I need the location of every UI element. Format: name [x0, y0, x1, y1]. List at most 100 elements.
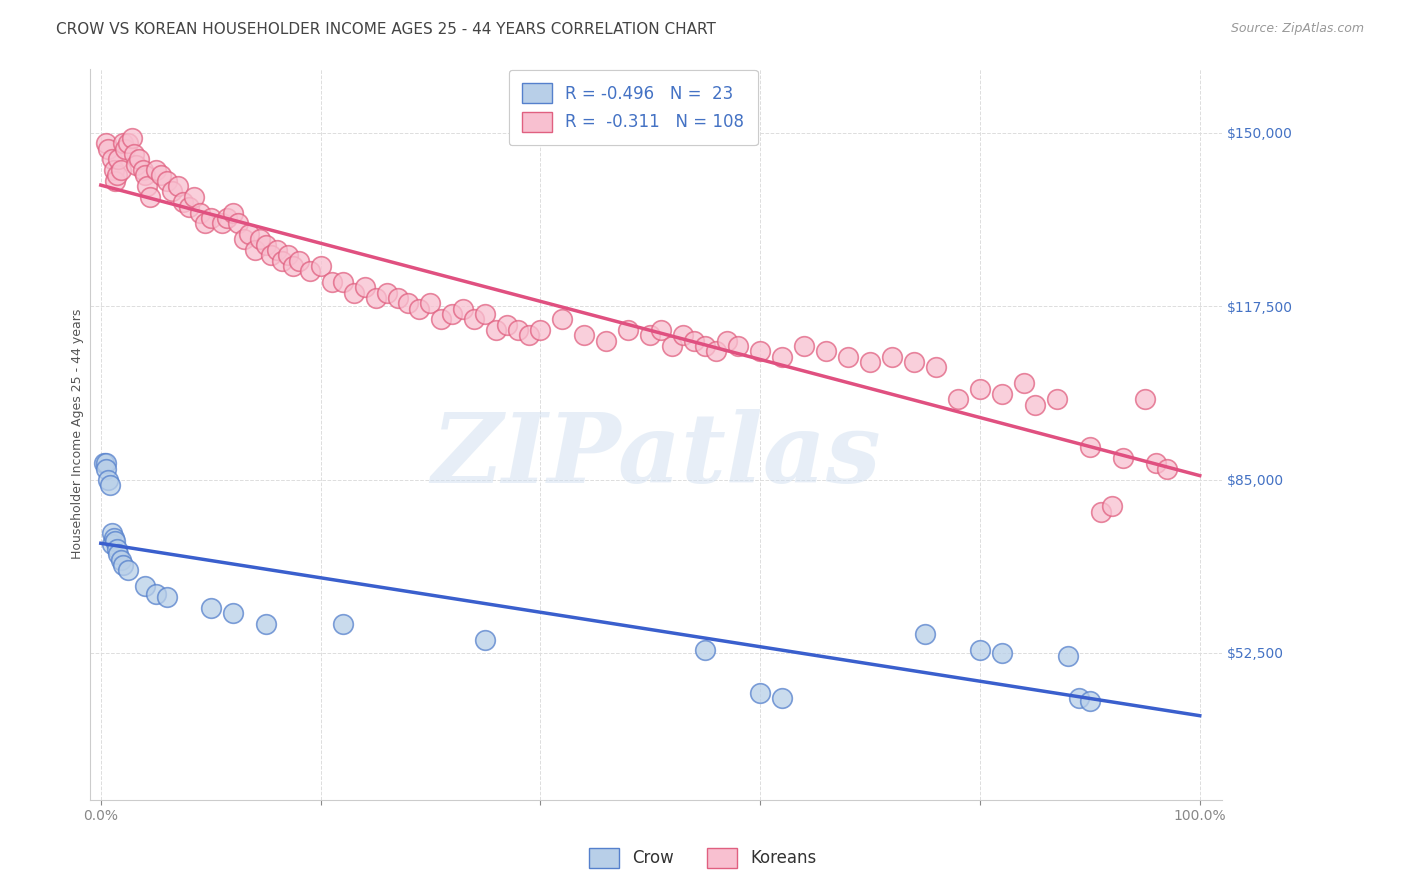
Point	[1090, 504, 1112, 518]
Point	[364, 291, 387, 305]
Point	[519, 328, 541, 343]
Point	[837, 350, 859, 364]
Point	[97, 142, 120, 156]
Point	[194, 216, 217, 230]
Point	[991, 387, 1014, 401]
Point	[217, 211, 239, 225]
Point	[991, 646, 1014, 660]
Point	[110, 552, 132, 566]
Point	[815, 344, 838, 359]
Point	[249, 232, 271, 246]
Point	[145, 587, 167, 601]
Point	[398, 296, 420, 310]
Point	[309, 259, 332, 273]
Point	[98, 478, 121, 492]
Point	[200, 211, 222, 225]
Point	[1112, 451, 1135, 466]
Point	[1144, 457, 1167, 471]
Point	[254, 616, 277, 631]
Point	[271, 253, 294, 268]
Point	[430, 312, 453, 326]
Point	[136, 178, 159, 193]
Point	[661, 339, 683, 353]
Point	[150, 168, 173, 182]
Point	[903, 355, 925, 369]
Point	[408, 301, 430, 316]
Point	[704, 344, 727, 359]
Point	[100, 153, 122, 167]
Point	[121, 131, 143, 145]
Text: CROW VS KOREAN HOUSEHOLDER INCOME AGES 25 - 44 YEARS CORRELATION CHART: CROW VS KOREAN HOUSEHOLDER INCOME AGES 2…	[56, 22, 716, 37]
Point	[1078, 441, 1101, 455]
Point	[749, 344, 772, 359]
Point	[770, 691, 793, 706]
Point	[232, 232, 254, 246]
Point	[298, 264, 321, 278]
Point	[104, 173, 127, 187]
Point	[793, 339, 815, 353]
Point	[529, 323, 551, 337]
Point	[211, 216, 233, 230]
Point	[1046, 392, 1069, 407]
Point	[125, 158, 148, 172]
Point	[177, 200, 200, 214]
Point	[243, 243, 266, 257]
Point	[145, 163, 167, 178]
Point	[107, 153, 129, 167]
Point	[111, 136, 134, 151]
Point	[166, 178, 188, 193]
Point	[266, 243, 288, 257]
Point	[200, 600, 222, 615]
Point	[638, 328, 661, 343]
Point	[695, 643, 717, 657]
Point	[156, 590, 179, 604]
Point	[105, 541, 128, 556]
Point	[277, 248, 299, 262]
Point	[260, 248, 283, 262]
Point	[103, 163, 125, 178]
Point	[342, 285, 364, 300]
Point	[387, 291, 409, 305]
Point	[226, 216, 249, 230]
Point	[117, 136, 139, 151]
Point	[353, 280, 375, 294]
Legend: Crow, Koreans: Crow, Koreans	[582, 841, 824, 875]
Point	[1156, 462, 1178, 476]
Point	[551, 312, 574, 326]
Point	[453, 301, 475, 316]
Point	[97, 473, 120, 487]
Point	[122, 147, 145, 161]
Point	[134, 579, 156, 593]
Point	[1101, 499, 1123, 513]
Point	[287, 253, 309, 268]
Point	[96, 136, 118, 151]
Point	[321, 275, 343, 289]
Point	[156, 173, 179, 187]
Point	[114, 142, 136, 156]
Point	[100, 536, 122, 550]
Point	[880, 350, 903, 364]
Point	[496, 318, 519, 332]
Point	[749, 686, 772, 700]
Point	[221, 205, 243, 219]
Point	[1078, 694, 1101, 708]
Text: ZIPatlas: ZIPatlas	[432, 409, 880, 503]
Point	[254, 237, 277, 252]
Legend: R = -0.496   N =  23, R =  -0.311   N = 108: R = -0.496 N = 23, R = -0.311 N = 108	[509, 70, 758, 145]
Point	[96, 462, 118, 476]
Point	[221, 606, 243, 620]
Point	[1024, 398, 1046, 412]
Text: Source: ZipAtlas.com: Source: ZipAtlas.com	[1230, 22, 1364, 36]
Point	[485, 323, 508, 337]
Point	[105, 168, 128, 182]
Point	[1133, 392, 1156, 407]
Point	[727, 339, 749, 353]
Point	[463, 312, 485, 326]
Point	[96, 457, 118, 471]
Point	[160, 184, 183, 198]
Point	[574, 328, 596, 343]
Point	[695, 339, 717, 353]
Point	[716, 334, 738, 348]
Point	[474, 632, 496, 647]
Point	[131, 163, 153, 178]
